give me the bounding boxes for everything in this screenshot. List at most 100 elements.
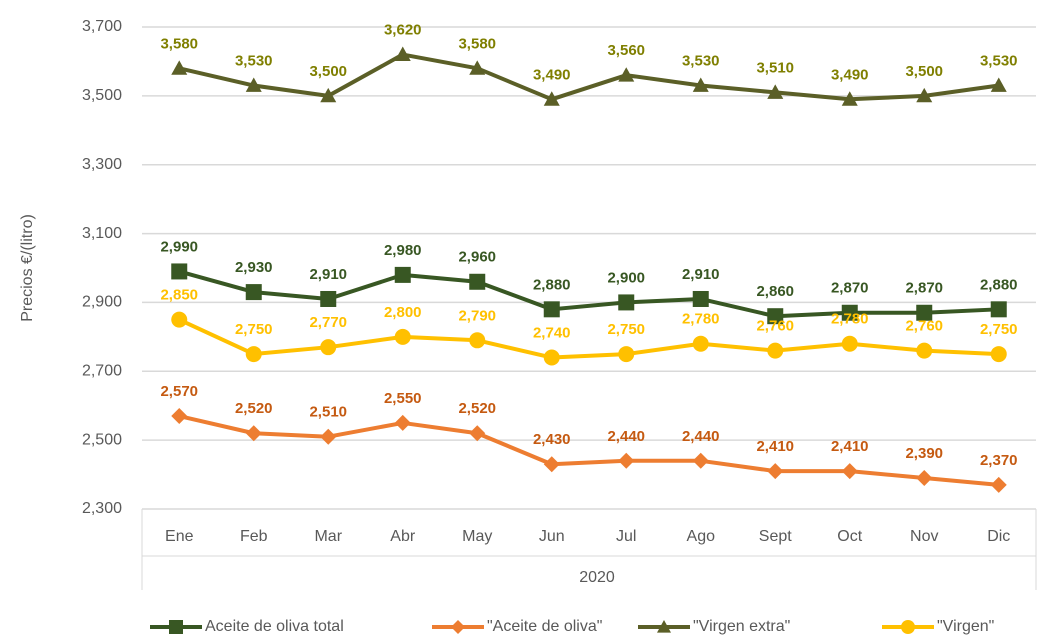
legend-label: "Virgen" bbox=[937, 618, 994, 635]
data-point bbox=[320, 339, 337, 356]
data-label: 3,490 bbox=[533, 66, 571, 83]
data-point bbox=[767, 308, 784, 325]
data-label: 3,490 bbox=[831, 66, 869, 83]
data-point bbox=[618, 294, 635, 311]
data-label: 3,500 bbox=[905, 63, 943, 80]
data-point bbox=[692, 77, 709, 92]
data-point bbox=[171, 263, 188, 280]
data-point bbox=[469, 332, 486, 349]
x-tick-label: Mar bbox=[314, 528, 342, 545]
legend-marker bbox=[169, 620, 183, 634]
x-tick-label: Abr bbox=[390, 528, 416, 545]
y-tick-label: 3,700 bbox=[82, 18, 122, 35]
data-point bbox=[394, 328, 411, 345]
data-label: 2,930 bbox=[235, 259, 273, 276]
data-point bbox=[692, 452, 709, 469]
x-tick-label: Dic bbox=[987, 528, 1010, 545]
y-tick-label: 2,500 bbox=[82, 431, 122, 448]
series-line bbox=[178, 414, 999, 487]
series-line bbox=[178, 52, 1000, 102]
data-point bbox=[171, 408, 188, 425]
data-label: 3,580 bbox=[458, 35, 496, 52]
data-label: 2,440 bbox=[607, 428, 645, 445]
data-label: 3,530 bbox=[235, 52, 273, 69]
x-tick-label: Jun bbox=[539, 528, 565, 545]
data-point bbox=[767, 463, 784, 480]
data-point bbox=[469, 273, 486, 290]
data-label: 3,530 bbox=[682, 52, 720, 69]
data-point bbox=[320, 290, 337, 307]
legend-marker bbox=[451, 620, 465, 634]
data-point bbox=[543, 301, 560, 318]
data-point bbox=[469, 60, 486, 75]
data-point bbox=[320, 428, 337, 445]
data-point bbox=[171, 311, 188, 328]
data-label: 3,530 bbox=[980, 52, 1018, 69]
y-tick-label: 2,700 bbox=[82, 363, 122, 380]
data-point bbox=[618, 67, 635, 82]
x-tick-label: Ene bbox=[165, 528, 194, 545]
data-point bbox=[543, 91, 560, 106]
data-point bbox=[618, 346, 635, 363]
data-label: 2,880 bbox=[533, 276, 571, 293]
data-label: 2,520 bbox=[458, 400, 496, 417]
series-line bbox=[178, 269, 999, 319]
x-tick-label: Feb bbox=[240, 528, 268, 545]
data-label: 2,790 bbox=[458, 307, 496, 324]
data-label: 2,910 bbox=[682, 266, 720, 283]
data-point bbox=[618, 452, 635, 469]
series-line bbox=[178, 317, 999, 360]
data-label: 2,750 bbox=[980, 321, 1018, 338]
data-point bbox=[767, 342, 784, 359]
y-tick-label: 3,300 bbox=[82, 156, 122, 173]
data-label: 2,880 bbox=[980, 276, 1018, 293]
data-label: 2,870 bbox=[905, 280, 943, 297]
data-point bbox=[916, 87, 933, 103]
data-point bbox=[692, 335, 709, 352]
legend-label: "Virgen extra" bbox=[693, 618, 790, 635]
data-label: 2,570 bbox=[160, 383, 198, 400]
data-point bbox=[245, 284, 262, 301]
data-label: 2,740 bbox=[533, 324, 571, 341]
data-label: 2,410 bbox=[756, 438, 794, 455]
data-point bbox=[394, 46, 411, 61]
data-label: 2,510 bbox=[309, 404, 347, 421]
data-label: 2,850 bbox=[160, 287, 198, 304]
data-label: 2,870 bbox=[831, 280, 869, 297]
data-point bbox=[245, 346, 262, 363]
data-label: 2,960 bbox=[458, 249, 496, 266]
y-tick-label: 3,500 bbox=[82, 87, 122, 104]
data-point bbox=[543, 349, 560, 366]
data-point bbox=[394, 266, 411, 283]
data-label: 2,760 bbox=[756, 318, 794, 335]
data-point bbox=[990, 77, 1007, 92]
data-label: 2,900 bbox=[607, 269, 645, 286]
data-label: 2,550 bbox=[384, 390, 422, 407]
y-tick-label: 3,100 bbox=[82, 225, 122, 242]
data-label: 3,510 bbox=[756, 59, 794, 76]
data-label: 2,780 bbox=[831, 311, 869, 328]
x-group-label: 2020 bbox=[579, 569, 615, 586]
data-label: 2,750 bbox=[235, 321, 273, 338]
data-label: 2,800 bbox=[384, 304, 422, 321]
data-point bbox=[543, 456, 560, 473]
legend-label: Aceite de oliva total bbox=[205, 618, 344, 635]
data-label: 2,860 bbox=[756, 283, 794, 300]
legend-marker bbox=[901, 620, 915, 634]
data-point bbox=[841, 463, 858, 480]
data-label: 2,760 bbox=[905, 318, 943, 335]
data-label: 2,520 bbox=[235, 400, 273, 417]
y-tick-label: 2,900 bbox=[82, 294, 122, 311]
data-point bbox=[841, 304, 858, 321]
data-point bbox=[841, 91, 858, 106]
x-tick-label: Sept bbox=[759, 528, 792, 545]
data-label: 2,390 bbox=[905, 445, 943, 462]
x-tick-label: Nov bbox=[910, 528, 938, 545]
x-tick-label: May bbox=[462, 528, 492, 545]
data-label: 2,410 bbox=[831, 438, 869, 455]
data-point bbox=[916, 470, 933, 487]
data-point bbox=[171, 60, 188, 75]
data-point bbox=[916, 304, 933, 321]
y-axis-label: Precios €/(litro) bbox=[19, 214, 36, 322]
